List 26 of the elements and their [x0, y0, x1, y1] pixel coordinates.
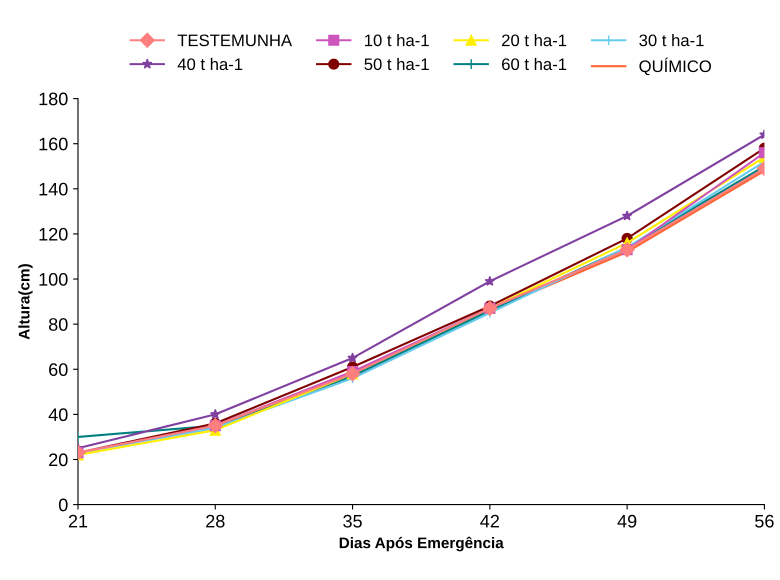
y-tick-label: 100 — [40, 272, 68, 286]
x-tick-label: 56 — [755, 514, 774, 528]
legend-label: 40 t ha-1 — [178, 58, 242, 70]
legend-label: 50 t ha-1 — [364, 58, 429, 70]
legend-label: 30 t ha-1 — [639, 34, 704, 46]
x-tick-label: 21 — [68, 514, 88, 528]
legend-label: TESTEMUNHA — [178, 34, 292, 46]
y-tick-label: 80 — [48, 318, 68, 331]
y-tick-label: 160 — [40, 138, 68, 150]
legend-label: 60 t ha-1 — [502, 58, 566, 70]
y-tick-label: 120 — [40, 228, 68, 241]
legend-label: 20 t ha-1 — [502, 34, 566, 46]
y-tick-label: 20 — [49, 453, 68, 466]
x-axis-title: Dias Após Emergência — [340, 536, 504, 552]
y-tick-label: 140 — [40, 182, 68, 196]
x-tick-label: 42 — [480, 514, 499, 528]
y-axis-title: Altura(cm) — [18, 264, 33, 340]
legend-label: 10 t ha-1 — [365, 34, 429, 46]
y-tick-label: 0 — [58, 498, 68, 512]
x-tick-label: 49 — [617, 514, 636, 528]
legend-label: QUÍMICO — [639, 58, 711, 76]
y-tick-label: 40 — [48, 408, 68, 422]
x-tick-label: 35 — [343, 514, 362, 528]
y-tick-label: 180 — [40, 92, 68, 106]
x-tick-label: 28 — [206, 514, 225, 528]
y-tick-label: 60 — [49, 363, 68, 376]
